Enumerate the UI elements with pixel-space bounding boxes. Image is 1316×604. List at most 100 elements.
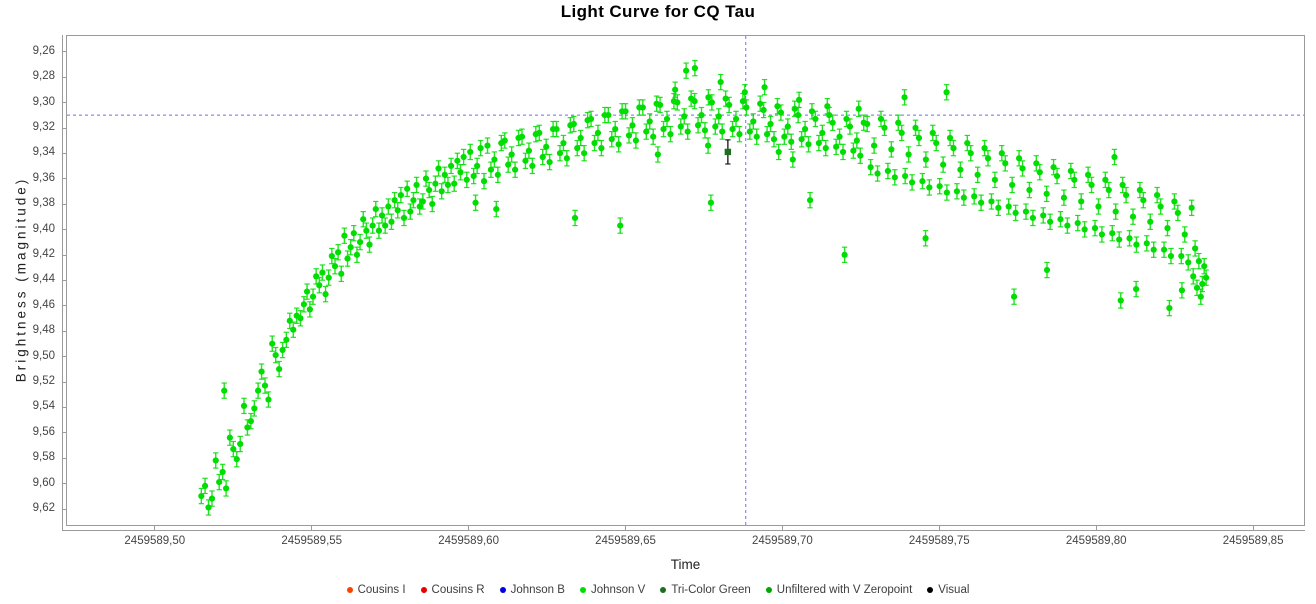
data-point-johnson-v	[761, 78, 768, 96]
data-point-johnson-v	[874, 165, 881, 182]
data-point-johnson-v	[1188, 199, 1195, 217]
data-point-johnson-v	[1009, 176, 1016, 194]
data-point-johnson-v	[283, 331, 290, 349]
y-tick-mark	[62, 457, 66, 459]
data-point-johnson-v	[1029, 209, 1036, 227]
y-tick-label: 9,28	[32, 70, 55, 83]
data-point-johnson-v	[306, 301, 313, 318]
data-point-johnson-v	[855, 100, 862, 117]
data-point-johnson-v	[426, 181, 433, 199]
data-point-johnson-v	[369, 217, 376, 234]
data-point-johnson-v	[347, 238, 354, 256]
data-point-johnson-v	[1067, 162, 1074, 180]
data-point-johnson-v	[753, 128, 760, 145]
data-point-johnson-v	[563, 150, 570, 167]
data-point-johnson-v	[553, 120, 560, 138]
data-point-johnson-v	[632, 132, 640, 149]
data-point-johnson-v	[940, 156, 947, 173]
data-point-johnson-v	[995, 199, 1002, 217]
data-point-johnson-v	[216, 473, 223, 491]
legend-item-tri-color-green: Tri-Color Green	[660, 584, 751, 596]
x-tick-mark	[938, 526, 940, 530]
data-point-johnson-v	[760, 101, 767, 119]
data-point-johnson-v	[663, 110, 671, 128]
data-point-johnson-v	[394, 202, 401, 219]
y-tick-mark	[62, 229, 66, 231]
legend-dot-johnson-b	[499, 587, 506, 593]
data-point-johnson-v	[344, 250, 351, 267]
y-tick-label: 9,52	[32, 375, 55, 388]
y-tick-label: 9,38	[32, 197, 55, 210]
data-point-johnson-v	[763, 125, 771, 143]
data-point-johnson-v	[539, 148, 546, 166]
data-point-johnson-v	[777, 104, 784, 121]
data-point-johnson-v	[1199, 275, 1206, 293]
data-point-johnson-v	[888, 141, 895, 158]
data-point-johnson-v	[1166, 299, 1173, 317]
data-point-johnson-v	[826, 106, 833, 124]
data-point-johnson-v	[1178, 282, 1186, 299]
data-point-johnson-v	[660, 120, 667, 138]
data-point-johnson-v	[522, 152, 529, 170]
data-point-johnson-v	[1119, 176, 1126, 194]
data-point-johnson-v	[656, 96, 664, 114]
legend-item-unfiltered-with-v-zeropoint: Unfiltered with V Zeropoint	[765, 584, 912, 596]
data-point-johnson-v	[484, 137, 491, 154]
data-point-johnson-v	[269, 335, 276, 352]
data-point-johnson-v	[1081, 221, 1088, 238]
data-point-johnson-v	[639, 99, 646, 116]
data-point-johnson-v	[684, 123, 691, 140]
data-point-johnson-v	[922, 151, 929, 168]
data-point-johnson-v	[457, 164, 464, 181]
data-point-johnson-v	[422, 170, 430, 187]
data-point-johnson-v	[767, 115, 774, 133]
data-point-johnson-v	[705, 89, 712, 106]
data-point-johnson-v	[571, 209, 579, 227]
x-tick-mark	[154, 526, 156, 530]
data-point-johnson-v	[338, 265, 345, 283]
data-point-johnson-v	[1088, 176, 1095, 194]
data-point-johnson-v	[622, 103, 629, 120]
data-point-johnson-v	[729, 120, 736, 138]
data-point-johnson-v	[1192, 240, 1199, 257]
data-point-johnson-v	[943, 84, 950, 101]
data-point-johnson-v	[1185, 254, 1192, 271]
data-point-johnson-v	[577, 129, 584, 147]
data-point-johnson-v	[829, 114, 836, 131]
data-point-johnson-v	[808, 103, 816, 120]
data-point-johnson-v	[505, 156, 512, 173]
data-point-johnson-v	[366, 236, 373, 253]
data-point-johnson-v	[279, 341, 286, 359]
data-point-johnson-v	[691, 59, 699, 77]
data-point-johnson-v	[233, 451, 240, 468]
data-point-johnson-v	[1157, 198, 1164, 215]
data-point-johnson-v	[300, 296, 308, 313]
data-point-johnson-v	[654, 146, 661, 163]
data-point-johnson-v	[356, 233, 364, 251]
data-point-johnson-v	[491, 151, 498, 168]
data-point-johnson-v	[1147, 213, 1154, 230]
data-point-johnson-v	[998, 144, 1005, 162]
plot-area[interactable]	[66, 35, 1305, 526]
data-point-johnson-v	[1102, 171, 1109, 189]
data-point-johnson-v	[1033, 155, 1040, 172]
data-point-johnson-v	[708, 94, 715, 111]
x-tick-mark	[1095, 526, 1097, 530]
data-point-johnson-v	[746, 123, 753, 140]
data-point-johnson-v	[895, 114, 902, 131]
x-tick-mark	[781, 526, 783, 530]
y-tick-label: 9,44	[32, 273, 55, 286]
data-point-johnson-v	[438, 183, 445, 200]
data-point-johnson-v	[1047, 213, 1054, 230]
plot-canvas[interactable]	[67, 36, 1304, 525]
data-point-johnson-v	[781, 128, 788, 145]
data-point-johnson-v	[902, 167, 909, 185]
data-point-johnson-v	[1043, 261, 1051, 279]
data-point-johnson-v	[581, 144, 588, 162]
data-point-johnson-v	[1133, 280, 1140, 298]
data-point-johnson-v	[594, 124, 602, 142]
data-point-johnson-v	[646, 113, 653, 130]
data-point-johnson-v	[1111, 148, 1118, 166]
chart-title: Light Curve for CQ Tau	[560, 2, 756, 21]
y-tick-mark	[62, 203, 66, 205]
